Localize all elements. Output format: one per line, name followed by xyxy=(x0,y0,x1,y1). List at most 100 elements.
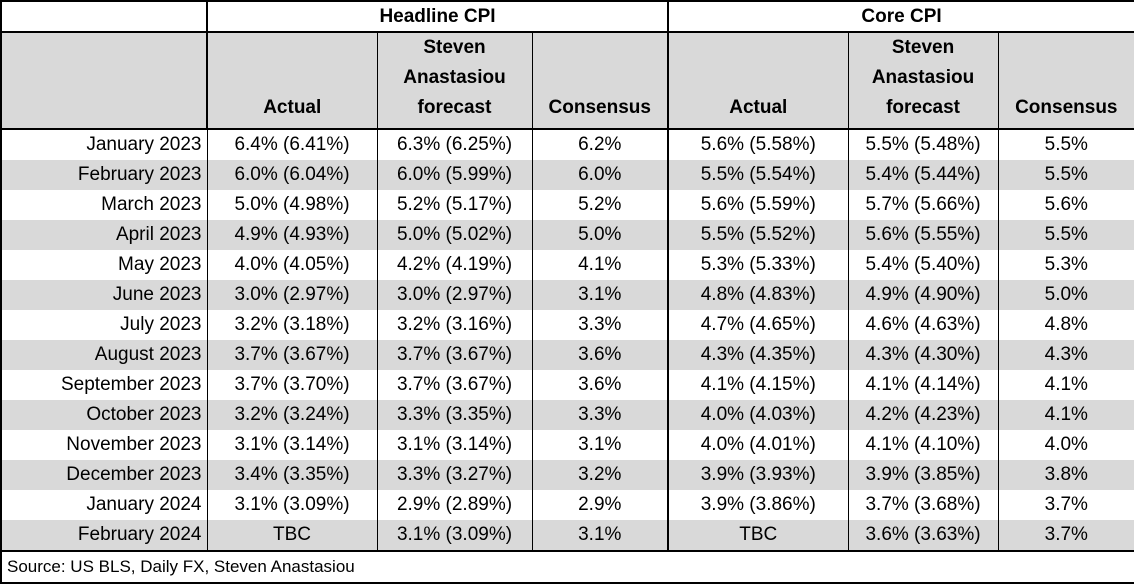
month-cell: September 2023 xyxy=(61,374,202,395)
group-header-row: Headline CPI Core CPI xyxy=(1,1,1134,33)
headline-forecast-cell: 2.9% (2.89%) xyxy=(376,490,532,520)
month-cell: March 2023 xyxy=(101,194,202,215)
table-row: February 2023 6.0% (6.04%) 6.0% (5.99%) … xyxy=(1,160,1134,190)
headline-forecast-cell: 3.1% (3.09%) xyxy=(376,520,532,551)
headline-forecast-cell: 3.0% (2.97%) xyxy=(376,280,532,310)
month-cell: December 2023 xyxy=(66,464,202,485)
table-row: April 2023 4.9% (4.93%) 5.0% (5.02%) 5.0… xyxy=(1,220,1134,250)
month-cell: April 2023 xyxy=(115,224,202,245)
headline-actual-cell: TBC xyxy=(206,520,377,551)
headline-consensus-cell: 3.1% xyxy=(531,520,669,551)
core-actual-cell: 4.7% (4.65%) xyxy=(667,310,849,340)
headline-actual-cell: 6.0% (6.04%) xyxy=(206,160,377,190)
headline-consensus-cell: 6.0% xyxy=(531,160,669,190)
month-cell: November 2023 xyxy=(66,434,202,455)
core-consensus-cell: 4.1% xyxy=(997,370,1134,400)
month-cell: May 2023 xyxy=(118,254,202,275)
core-consensus-cell: 4.3% xyxy=(997,340,1134,370)
core-forecast-cell: 5.6% (5.55%) xyxy=(847,220,999,250)
headline-consensus-cell: 3.6% xyxy=(531,370,669,400)
month-cell: August 2023 xyxy=(94,344,202,365)
core-actual-cell: 4.1% (4.15%) xyxy=(667,370,849,400)
core-forecast-cell: 5.5% (5.48%) xyxy=(847,129,999,160)
core-consensus-cell: 3.8% xyxy=(997,460,1134,490)
table-row: February 2024 TBC 3.1% (3.09%) 3.1% TBC … xyxy=(1,520,1134,551)
core-forecast-cell: 5.4% (5.44%) xyxy=(847,160,999,190)
headline-actual-cell: 3.1% (3.14%) xyxy=(206,430,377,460)
headline-forecast-cell: 3.1% (3.14%) xyxy=(376,430,532,460)
core-forecast-cell: 4.3% (4.30%) xyxy=(847,340,999,370)
core-consensus-cell: 4.1% xyxy=(997,400,1134,430)
core-consensus-cell: 3.7% xyxy=(997,520,1134,551)
headline-consensus-cell: 3.3% xyxy=(531,310,669,340)
core-forecast-cell: 3.9% (3.85%) xyxy=(847,460,999,490)
core-forecast-cell: 4.1% (4.14%) xyxy=(847,370,999,400)
core-forecast-cell: 4.2% (4.23%) xyxy=(847,400,999,430)
headline-consensus-cell: 2.9% xyxy=(531,490,669,520)
table-row: January 2024 3.1% (3.09%) 2.9% (2.89%) 2… xyxy=(1,490,1134,520)
core-forecast-cell: 5.7% (5.66%) xyxy=(847,190,999,220)
headline-forecast-cell: 4.2% (4.19%) xyxy=(376,250,532,280)
corner-cell xyxy=(1,1,208,33)
table-row: June 2023 3.0% (2.97%) 3.0% (2.97%) 3.1%… xyxy=(1,280,1134,310)
table-row: May 2023 4.0% (4.05%) 4.2% (4.19%) 4.1% … xyxy=(1,250,1134,280)
table-row: March 2023 5.0% (4.98%) 5.2% (5.17%) 5.2… xyxy=(1,190,1134,220)
headline-consensus-cell: 5.0% xyxy=(531,220,669,250)
core-consensus-cell: 5.0% xyxy=(997,280,1134,310)
core-consensus-cell: 4.8% xyxy=(997,310,1134,340)
core-actual-header: Actual xyxy=(667,32,849,130)
source-row: Source: US BLS, Daily FX, Steven Anastas… xyxy=(1,550,1134,583)
headline-actual-cell: 3.1% (3.09%) xyxy=(206,490,377,520)
headline-forecast-cell: 3.2% (3.16%) xyxy=(376,310,532,340)
core-forecast-header: Steven Anastasiou forecast xyxy=(847,32,999,130)
headline-forecast-cell: 5.0% (5.02%) xyxy=(376,220,532,250)
core-actual-cell: 3.9% (3.86%) xyxy=(667,490,849,520)
core-forecast-cell: 3.7% (3.68%) xyxy=(847,490,999,520)
core-forecast-cell: 4.1% (4.10%) xyxy=(847,430,999,460)
core-consensus-header: Consensus xyxy=(997,32,1134,130)
core-actual-cell: 3.9% (3.93%) xyxy=(667,460,849,490)
headline-consensus-cell: 3.6% xyxy=(531,340,669,370)
headline-consensus-cell: 3.3% xyxy=(531,400,669,430)
table-row: December 2023 3.4% (3.35%) 3.3% (3.27%) … xyxy=(1,460,1134,490)
headline-consensus-cell: 3.1% xyxy=(531,280,669,310)
core-actual-cell: 5.6% (5.59%) xyxy=(667,190,849,220)
headline-actual-cell: 5.0% (4.98%) xyxy=(206,190,377,220)
core-actual-cell: 4.8% (4.83%) xyxy=(667,280,849,310)
headline-actual-cell: 4.0% (4.05%) xyxy=(206,250,377,280)
headline-consensus-header: Consensus xyxy=(531,32,669,130)
table-row: July 2023 3.2% (3.18%) 3.2% (3.16%) 3.3%… xyxy=(1,310,1134,340)
headline-forecast-header: Steven Anastasiou forecast xyxy=(376,32,532,130)
group-header-core-cpi: Core CPI xyxy=(667,1,1134,33)
core-actual-cell: 5.6% (5.58%) xyxy=(667,129,849,160)
headline-forecast-cell: 6.0% (5.99%) xyxy=(376,160,532,190)
month-cell: July 2023 xyxy=(120,314,202,335)
headline-actual-cell: 3.7% (3.67%) xyxy=(206,340,377,370)
headline-actual-cell: 3.7% (3.70%) xyxy=(206,370,377,400)
column-header-row: Actual Steven Anastasiou forecast Consen… xyxy=(1,32,1134,130)
headline-forecast-cell: 3.7% (3.67%) xyxy=(376,370,532,400)
headline-forecast-cell: 3.7% (3.67%) xyxy=(376,340,532,370)
headline-consensus-cell: 5.2% xyxy=(531,190,669,220)
table-row: November 2023 3.1% (3.14%) 3.1% (3.14%) … xyxy=(1,430,1134,460)
headline-forecast-cell: 5.2% (5.17%) xyxy=(376,190,532,220)
month-cell: June 2023 xyxy=(112,284,202,305)
core-forecast-cell: 3.6% (3.63%) xyxy=(847,520,999,551)
headline-forecast-cell: 6.3% (6.25%) xyxy=(376,129,532,160)
headline-forecast-cell: 3.3% (3.35%) xyxy=(376,400,532,430)
headline-actual-cell: 3.0% (2.97%) xyxy=(206,280,377,310)
core-forecast-cell: 5.4% (5.40%) xyxy=(847,250,999,280)
headline-actual-cell: 3.2% (3.18%) xyxy=(206,310,377,340)
group-header-headline-cpi: Headline CPI xyxy=(207,1,669,33)
month-cell: February 2023 xyxy=(77,164,202,185)
headline-actual-header: Actual xyxy=(206,32,377,130)
core-actual-cell: 4.0% (4.01%) xyxy=(667,430,849,460)
table-body: January 2023 6.4% (6.41%) 6.3% (6.25%) 6… xyxy=(1,129,1134,551)
table-row: October 2023 3.2% (3.24%) 3.3% (3.35%) 3… xyxy=(1,400,1134,430)
core-actual-cell: 4.0% (4.03%) xyxy=(667,400,849,430)
source-note: Source: US BLS, Daily FX, Steven Anastas… xyxy=(1,550,1134,583)
table-row: August 2023 3.7% (3.67%) 3.7% (3.67%) 3.… xyxy=(1,340,1134,370)
core-forecast-cell: 4.6% (4.63%) xyxy=(847,310,999,340)
headline-consensus-cell: 3.2% xyxy=(531,460,669,490)
